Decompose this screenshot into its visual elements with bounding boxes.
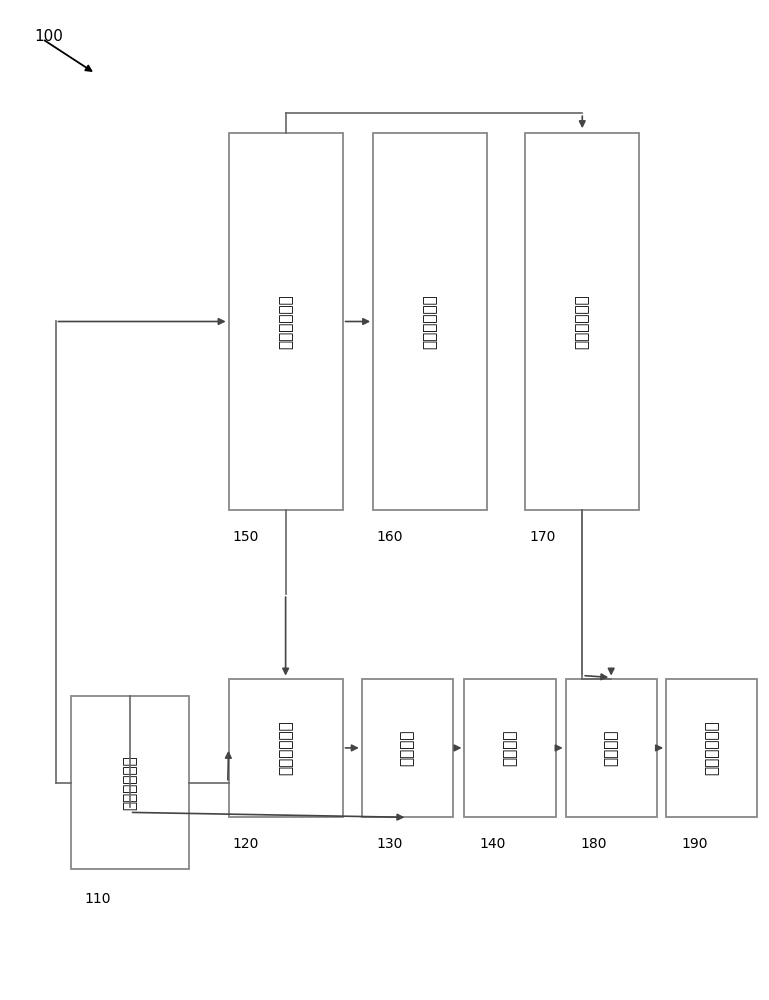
- Text: 180: 180: [581, 837, 608, 851]
- Text: 图像输入单元: 图像输入单元: [122, 755, 137, 810]
- Text: 190: 190: [681, 837, 707, 851]
- Text: 第二分类单元: 第二分类单元: [574, 294, 590, 349]
- Text: 110: 110: [84, 892, 111, 906]
- Text: 第一训练单元: 第一训练单元: [278, 721, 293, 775]
- Bar: [228, 133, 343, 510]
- Text: 第二训练单元: 第二训练单元: [278, 294, 293, 349]
- Bar: [228, 678, 343, 817]
- Bar: [565, 678, 657, 817]
- Text: 170: 170: [529, 530, 555, 544]
- Text: 第一分类单元: 第一分类单元: [423, 294, 438, 349]
- Text: 分割单元: 分割单元: [400, 730, 414, 766]
- Text: 120: 120: [232, 837, 258, 851]
- Text: 130: 130: [377, 837, 403, 851]
- Text: 报告输出单元: 报告输出单元: [704, 721, 719, 775]
- Text: 150: 150: [232, 530, 258, 544]
- Text: 评估单元: 评估单元: [604, 730, 619, 766]
- Bar: [464, 678, 556, 817]
- Text: 100: 100: [35, 29, 64, 44]
- Text: 160: 160: [377, 530, 404, 544]
- Bar: [361, 678, 453, 817]
- Bar: [373, 133, 488, 510]
- Bar: [525, 133, 639, 510]
- Text: 切分单元: 切分单元: [502, 730, 518, 766]
- Text: 140: 140: [480, 837, 506, 851]
- Bar: [666, 678, 757, 817]
- Bar: [71, 696, 188, 869]
